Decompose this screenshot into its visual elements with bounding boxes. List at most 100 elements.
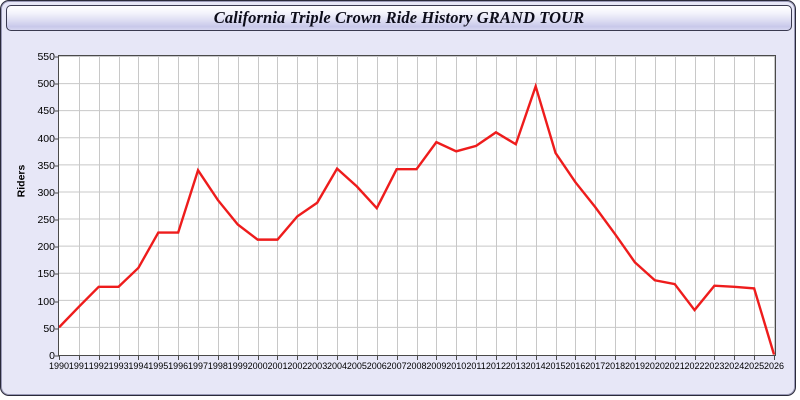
y-tick-label: 250 — [37, 214, 55, 227]
y-tick-mark — [55, 355, 59, 357]
x-tick-mark — [98, 356, 100, 360]
x-tick-mark — [257, 356, 259, 360]
y-tick-mark — [55, 110, 59, 112]
x-tick-label: 2022 — [684, 361, 705, 371]
x-tick-mark — [615, 356, 617, 360]
y-tick-label: 500 — [37, 78, 55, 91]
x-tick-label: 2003 — [307, 361, 328, 371]
x-tick-label: 2007 — [386, 361, 407, 371]
x-tick-mark — [436, 356, 438, 360]
y-tick-label: 50 — [43, 322, 55, 335]
x-tick-mark — [456, 356, 458, 360]
x-tick-label: 1998 — [207, 361, 228, 371]
x-tick-mark — [595, 356, 597, 360]
x-tick-label: 2005 — [346, 361, 367, 371]
x-tick-mark — [138, 356, 140, 360]
x-tick-label: 2013 — [505, 361, 526, 371]
y-tick-mark — [55, 138, 59, 140]
x-tick-mark — [535, 356, 537, 360]
title-bar: California Triple Crown Ride History GRA… — [6, 5, 792, 31]
y-tick-mark — [55, 273, 59, 275]
x-tick-label: 1990 — [48, 361, 70, 371]
x-tick-label: 2011 — [466, 361, 486, 371]
x-tick-label: 1997 — [188, 361, 209, 371]
x-tick-mark — [158, 356, 160, 360]
x-tick-label: 2020 — [644, 361, 665, 371]
x-tick-label: 2014 — [525, 361, 546, 371]
y-axis-ticks: 0 50 100 150 200 250 300 350 400 450 500 550 — [15, 51, 59, 362]
x-tick-mark — [674, 356, 676, 360]
x-axis-ticks: 1990 1991 1992 1993 1994 1995 1996 1997 1998 1999… — [49, 356, 784, 386]
x-tick-mark — [634, 356, 636, 360]
y-tick-mark — [55, 56, 59, 58]
plot-area — [58, 55, 776, 356]
y-tick-label: 400 — [37, 132, 55, 145]
x-tick-mark — [515, 356, 517, 360]
y-tick-mark — [55, 301, 59, 303]
x-tick-mark — [734, 356, 736, 360]
x-tick-label: 2021 — [664, 361, 685, 371]
x-tick-label: 2019 — [624, 361, 645, 371]
x-tick-label: 2024 — [724, 361, 745, 371]
y-tick-label: 0 — [49, 350, 55, 362]
x-tick-mark — [198, 356, 200, 360]
x-tick-label: 2002 — [287, 361, 308, 371]
x-tick-mark — [495, 356, 497, 360]
y-tick-label: 350 — [37, 159, 55, 172]
x-tick-label: 2025 — [744, 361, 765, 371]
x-tick-label: 1996 — [168, 361, 189, 371]
x-tick-label: 2012 — [485, 361, 506, 371]
x-tick-mark — [78, 356, 80, 360]
chart-title: California Triple Crown Ride History GRA… — [213, 8, 585, 27]
x-tick-mark — [476, 356, 478, 360]
x-tick-label: 1999 — [227, 361, 248, 371]
x-tick-mark — [217, 356, 219, 360]
x-tick-mark — [555, 356, 557, 360]
x-tick-mark — [694, 356, 696, 360]
x-tick-label: 2004 — [327, 361, 348, 371]
x-tick-mark — [654, 356, 656, 360]
riders-line-series — [59, 82, 775, 355]
x-tick-mark — [774, 356, 775, 360]
x-tick-mark — [416, 356, 418, 360]
x-tick-label: 2001 — [267, 361, 288, 371]
x-tick-label: 2018 — [605, 361, 626, 371]
x-tick-label: 2017 — [585, 361, 606, 371]
x-tick-label: 1994 — [128, 361, 149, 371]
x-tick-mark — [277, 356, 279, 360]
x-tick-label: 2026 — [763, 361, 785, 371]
x-tick-mark — [317, 356, 319, 360]
y-tick-label: 200 — [37, 241, 55, 254]
x-tick-label: 2006 — [366, 361, 387, 371]
x-tick-mark — [754, 356, 756, 360]
x-tick-mark — [118, 356, 120, 360]
x-tick-label: 1991 — [68, 361, 89, 371]
x-tick-label: 2023 — [704, 361, 725, 371]
chart-canvas — [59, 56, 775, 355]
x-tick-mark — [237, 356, 239, 360]
x-tick-mark — [178, 356, 180, 360]
y-tick-mark — [55, 83, 59, 85]
y-tick-mark — [55, 165, 59, 167]
y-tick-label: 100 — [37, 295, 55, 308]
y-tick-label: 150 — [37, 268, 55, 281]
y-tick-mark — [55, 192, 59, 194]
x-tick-mark — [396, 356, 398, 360]
x-tick-label: 2010 — [446, 361, 467, 371]
x-tick-label: 2009 — [426, 361, 447, 371]
y-tick-label: 450 — [37, 105, 55, 118]
y-tick-mark — [55, 328, 59, 330]
x-tick-mark — [575, 356, 577, 360]
y-tick-label: 550 — [37, 51, 55, 63]
x-tick-mark — [297, 356, 299, 360]
x-tick-mark — [59, 356, 60, 360]
x-tick-label: 1993 — [108, 361, 129, 371]
chart-body: Riders 0 50 100 150 200 250 300 350 400 450 500 550… — [1, 31, 795, 395]
x-tick-mark — [714, 356, 716, 360]
x-tick-label: 1995 — [148, 361, 169, 371]
x-tick-label: 1992 — [88, 361, 109, 371]
x-tick-mark — [356, 356, 358, 360]
grid-lines — [59, 56, 775, 355]
x-tick-label: 2016 — [565, 361, 586, 371]
